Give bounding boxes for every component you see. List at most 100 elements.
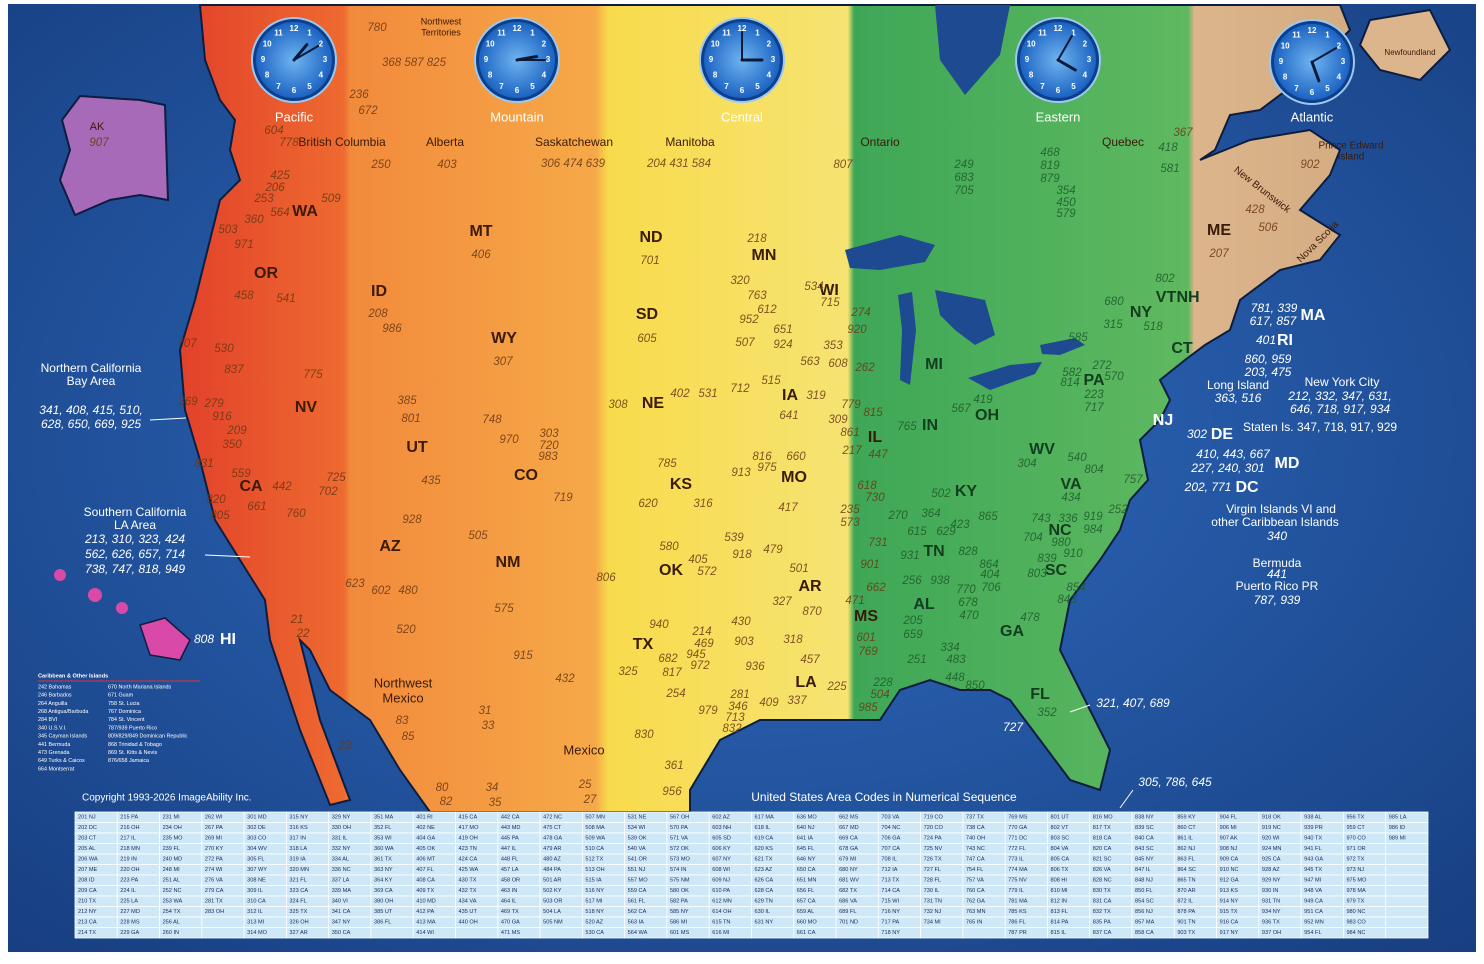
area-code: 405 — [688, 554, 708, 566]
table-entry: 471 MS — [501, 930, 521, 936]
clock-number: 8 — [713, 71, 718, 80]
table-entry: 669 CA — [839, 836, 858, 842]
table-entry: 279 CA — [205, 888, 224, 894]
table-entry: 862 NJ — [1177, 846, 1195, 852]
table-entry: 305 FL — [247, 857, 264, 863]
area-code: 308 — [608, 399, 628, 411]
region-label: DE — [1211, 426, 1234, 443]
region-label: PA — [1083, 372, 1104, 389]
clock-number: 9 — [261, 55, 266, 64]
table-cell — [201, 916, 245, 928]
table-entry: 341 CA — [332, 909, 351, 915]
area-code: 956 — [662, 786, 682, 798]
clock-number: 7 — [1040, 82, 1045, 91]
time-zone-name: Mountain — [490, 109, 543, 124]
lake-superior — [845, 235, 935, 270]
table-entry: 679 MI — [839, 857, 857, 863]
table-entry: 432 TX — [459, 888, 477, 894]
table-entry: 301 MD — [247, 815, 267, 821]
area-code: 534 — [804, 281, 823, 293]
table-entry: 508 MA — [585, 825, 605, 831]
table-entry: 570 PA — [670, 825, 688, 831]
table-entry: 580 OK — [670, 888, 689, 894]
region-label: CT — [1171, 340, 1193, 357]
callout: Southern California — [84, 505, 187, 519]
table-entry: 734 MI — [924, 920, 942, 926]
area-code: 839 — [1037, 553, 1057, 565]
area-code: 501 — [789, 563, 808, 575]
clock-number: 6 — [1310, 88, 1315, 97]
table-entry: 369 CA — [374, 888, 393, 894]
table-entry: 806 TX — [1050, 867, 1068, 873]
hudson-bay — [935, 5, 1010, 95]
area-code: 350 — [222, 439, 242, 451]
table-cell — [539, 927, 583, 939]
area-code: 775 — [303, 369, 323, 381]
table-entry: 781 MA — [1008, 899, 1028, 905]
table-entry: 940 TX — [1304, 836, 1322, 842]
area-code: 928 — [402, 514, 422, 526]
table-entry: 863 FL — [1177, 857, 1194, 863]
table-cell — [1385, 906, 1429, 918]
area-code: 629 — [936, 526, 956, 538]
table-entry: 575 NM — [670, 878, 690, 884]
clock-hand — [292, 43, 309, 62]
table-entry: 717 PA — [881, 920, 899, 926]
table-entry: 973 NJ — [1346, 867, 1364, 873]
table-entry: 934 NY — [1262, 909, 1281, 915]
area-code: 913 — [731, 467, 751, 479]
region-label: Northwest — [421, 16, 462, 26]
clock-number: 6 — [515, 86, 520, 95]
area-code: 442 — [272, 481, 292, 493]
table-entry: 616 MI — [712, 930, 730, 936]
clock-number: 2 — [542, 40, 547, 49]
caribbean-item: 473 Grenada — [38, 750, 69, 756]
table-entry: 210 TX — [78, 899, 96, 905]
region-label: AR — [798, 578, 822, 595]
callout-line — [1119, 789, 1134, 809]
clock-number: 5 — [1071, 82, 1076, 91]
area-code: 83 — [396, 715, 409, 727]
table-entry: 850 FL — [1135, 888, 1152, 894]
table-entry: 331 IL — [332, 836, 348, 842]
area-code: 319 — [806, 390, 826, 402]
table-cell — [201, 927, 245, 939]
table-entry: 763 MN — [966, 909, 986, 915]
region-label: ME — [1207, 222, 1231, 239]
region-label: IN — [922, 417, 938, 434]
area-code: 843 — [1057, 594, 1077, 606]
table-entry: 913 KS — [1220, 888, 1239, 894]
area-code: 325 — [618, 666, 638, 678]
region-label: NJ — [1153, 412, 1173, 429]
table-entry: 262 WI — [205, 815, 223, 821]
table-entry: 620 KS — [755, 846, 774, 852]
table-entry: 815 IL — [1050, 930, 1066, 936]
caribbean-item: 246 Barbados — [38, 693, 72, 699]
table-entry: 804 VA — [1050, 846, 1068, 852]
table-entry: 762 GA — [966, 899, 985, 905]
table-entry: 901 TN — [1177, 920, 1195, 926]
table-entry: 223 PA — [120, 878, 138, 884]
area-code: 253 — [253, 193, 274, 205]
area-code: 564 — [270, 207, 289, 219]
table-entry: 737 TX — [966, 815, 984, 821]
area-code: 907 — [89, 137, 109, 149]
table-entry: 775 NV — [1008, 878, 1027, 884]
table-entry: 808 HI — [1050, 878, 1067, 884]
clock-number: 7 — [499, 82, 504, 91]
table-entry: 771 DC — [1008, 836, 1027, 842]
table-entry: 617 MA — [755, 815, 775, 821]
area-code: 901 — [860, 559, 879, 571]
table-entry: 916 CA — [1220, 920, 1239, 926]
area-code: 385 — [397, 395, 417, 407]
table-entry: 410 MD — [416, 899, 436, 905]
area-code: 361 — [664, 760, 683, 772]
clock-number: 8 — [1283, 73, 1288, 82]
table-entry: 327 AR — [289, 930, 307, 936]
area-code: 419 — [973, 394, 993, 406]
clock-number: 1 — [1325, 30, 1330, 39]
region-label: NH — [1176, 289, 1199, 306]
table-entry: 985 LA — [1389, 815, 1407, 821]
area-code: 540 — [1067, 452, 1087, 464]
table-entry: 872 IL — [1177, 899, 1193, 905]
